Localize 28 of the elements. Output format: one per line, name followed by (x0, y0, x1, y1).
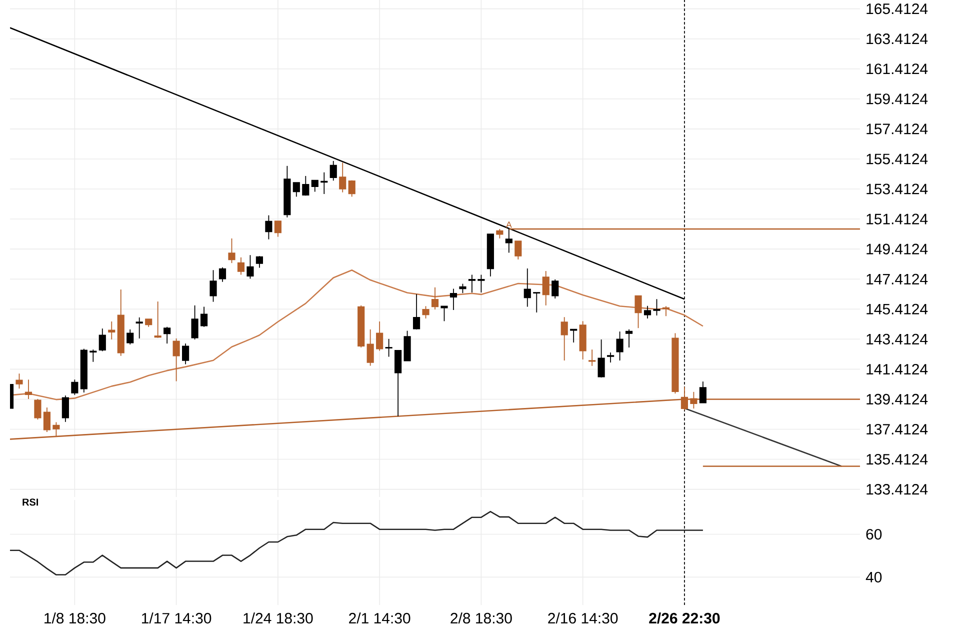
x-tick-label: 2/26 22:30 (649, 612, 720, 624)
y-tick-label: 139.4124 (866, 394, 928, 405)
y-tick-label: 161.4124 (866, 64, 928, 74)
y-tick-label: 153.4124 (866, 184, 928, 194)
y-tick-label: 151.4124 (866, 214, 928, 224)
x-tick-label: 2/8 18:30 (450, 612, 512, 624)
y-tick-label: 149.4124 (866, 244, 928, 254)
y-tick-label: 141.4124 (866, 364, 928, 374)
y-tick-label: 145.4124 (866, 304, 928, 314)
y-tick-label: 147.4124 (866, 274, 928, 284)
annotation: A (506, 222, 512, 228)
y-tick-label: 40 (866, 572, 882, 582)
x-tick-label: 1/24 18:30 (244, 612, 313, 624)
x-tick-label: 1/8 18:30 (44, 612, 106, 624)
y-tick-label: 137.4124 (866, 424, 928, 435)
y-tick-label: 135.4124 (866, 454, 928, 465)
chart-title: RSI (22, 498, 38, 506)
y-tick-label: 159.4124 (866, 94, 928, 104)
x-tick-label: 2/16 14:30 (548, 612, 618, 624)
y-tick-label: 155.4124 (866, 154, 928, 164)
y-tick-label: 143.4124 (866, 334, 928, 344)
y-tick-label: 165.4124 (866, 4, 928, 14)
y-tick-label: 157.4124 (866, 124, 928, 134)
y-tick-label: 163.4124 (866, 34, 928, 44)
x-tick-label: 1/17 14:30 (142, 612, 212, 624)
y-tick-label: 60 (866, 528, 882, 540)
y-tick-label: 133.4124 (866, 484, 928, 495)
x-tick-label: 2/1 14:30 (349, 612, 410, 624)
